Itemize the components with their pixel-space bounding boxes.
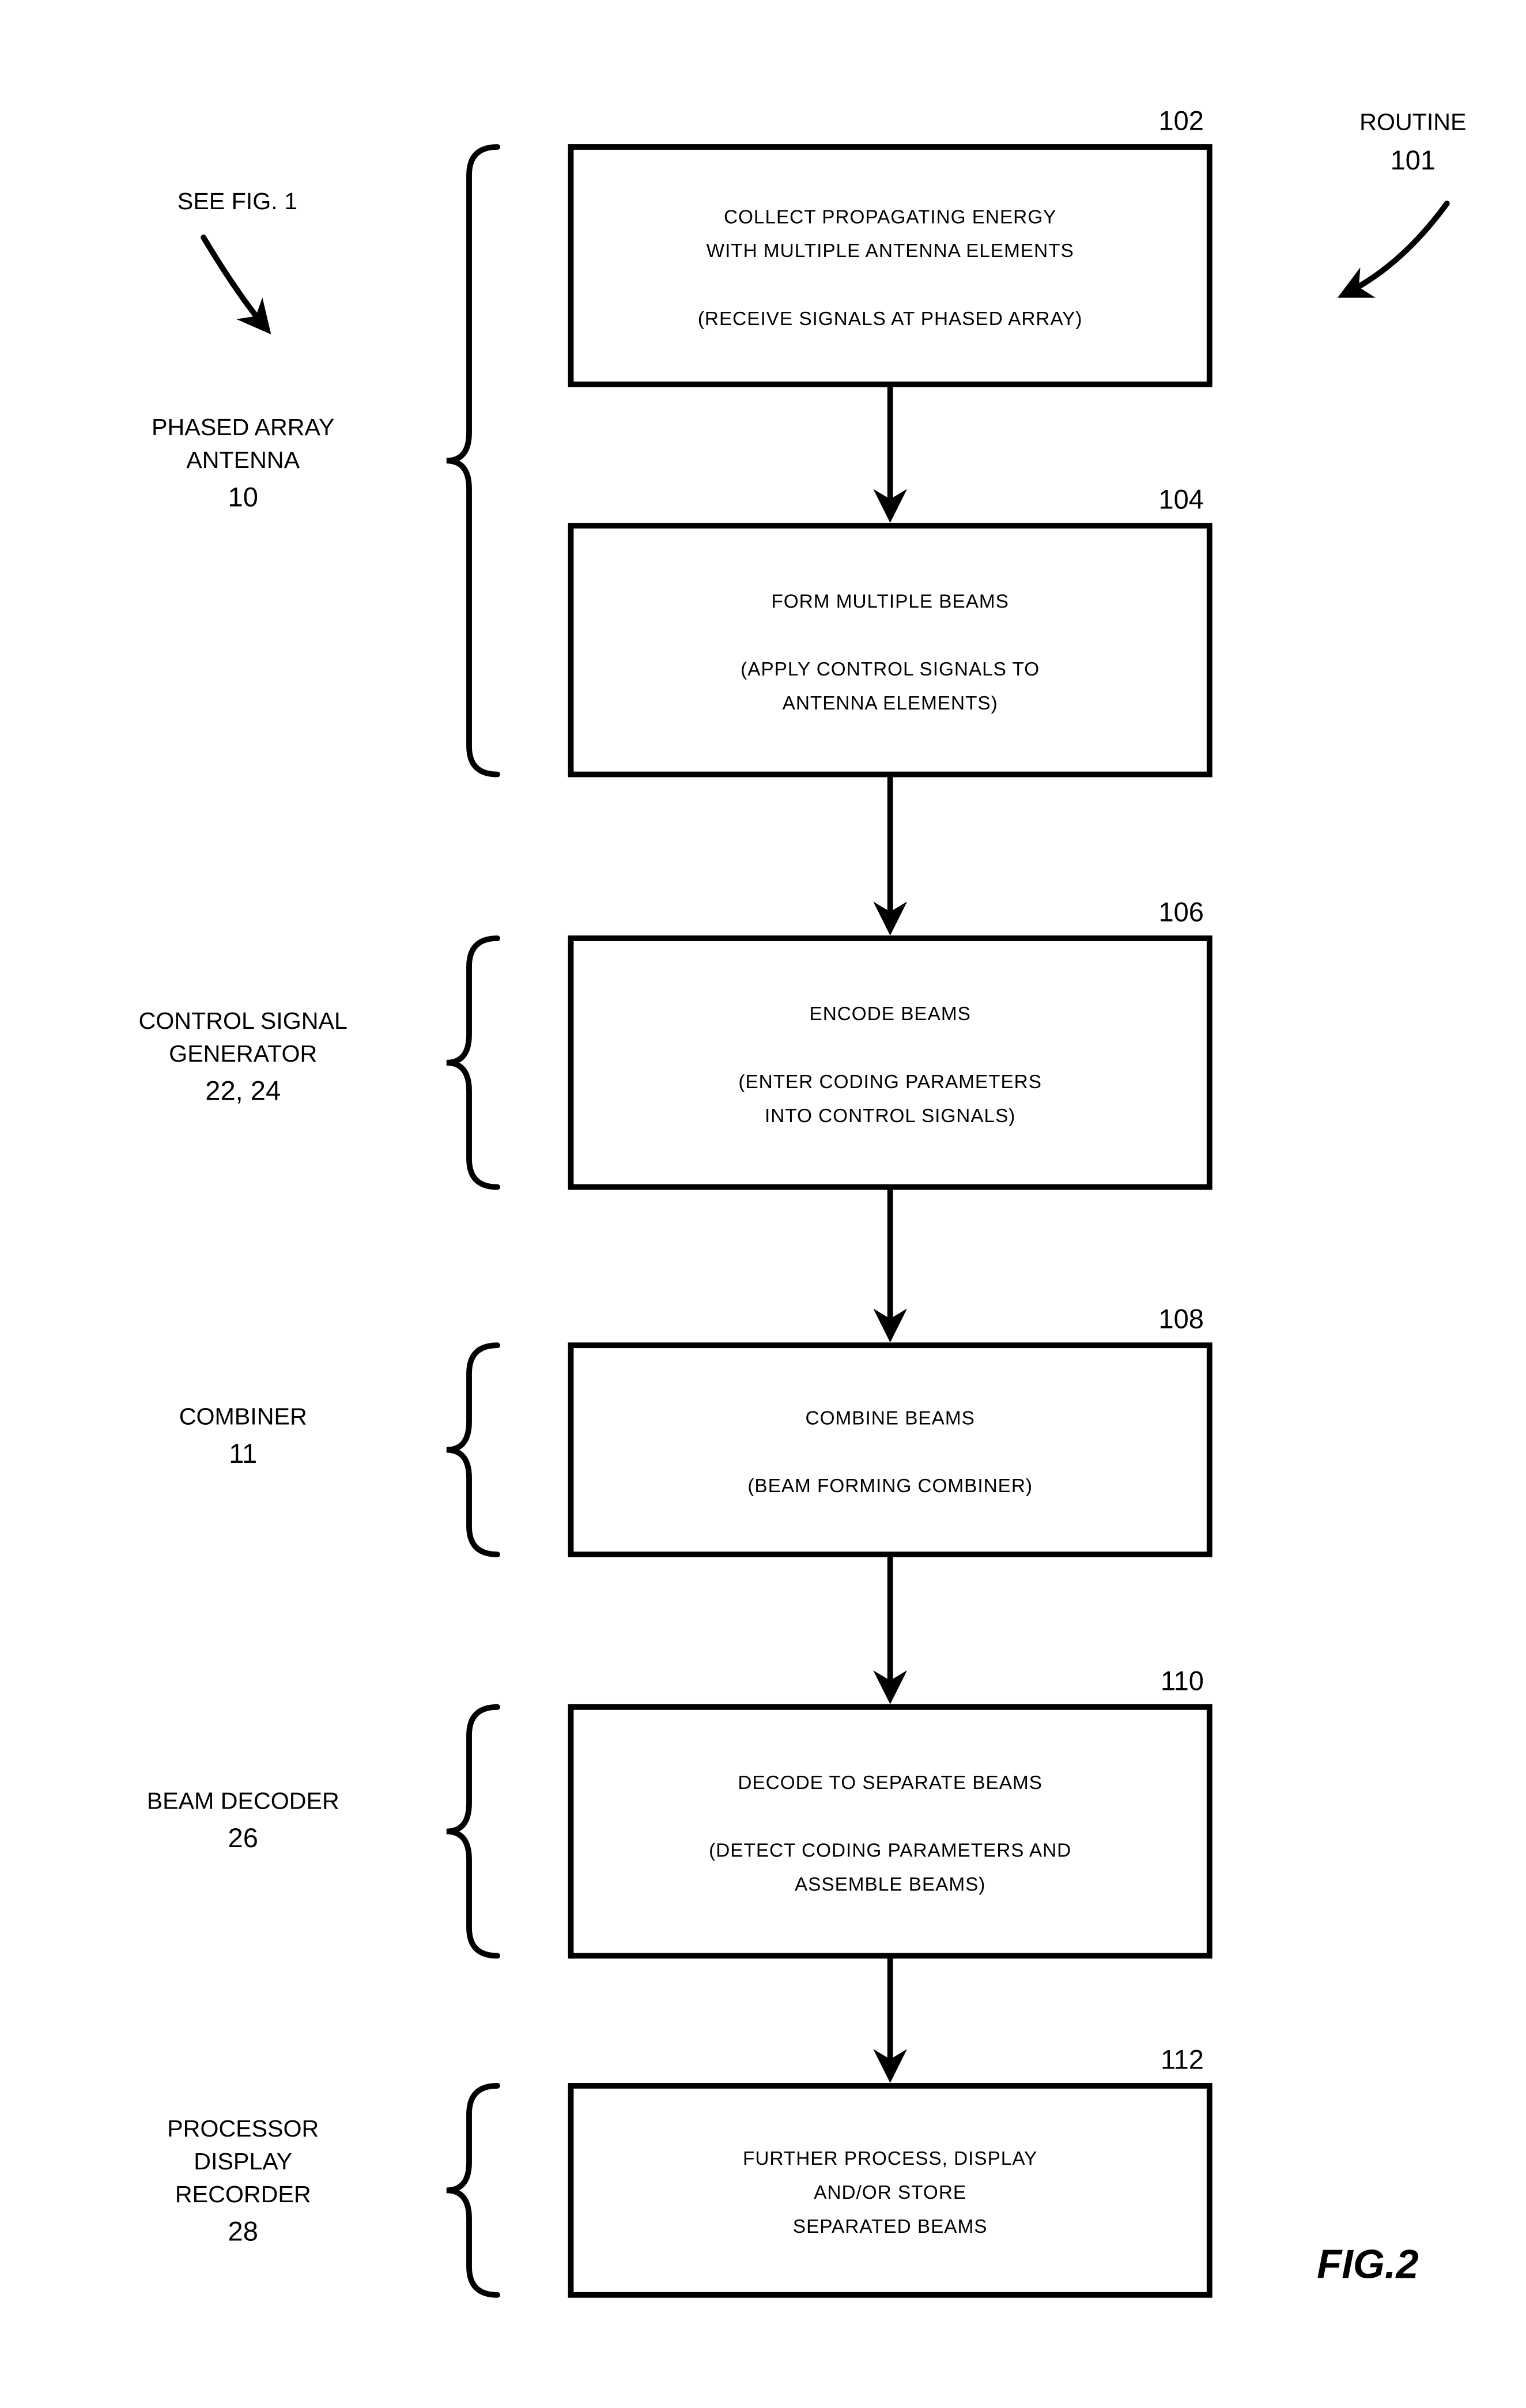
box-text-line: DECODE TO SEPARATE BEAMS bbox=[738, 1772, 1042, 1794]
figure-label: FIG.2 bbox=[1317, 2241, 1419, 2286]
box-text-line: COMBINE BEAMS bbox=[806, 1407, 975, 1429]
box-text-line: (ENTER CODING PARAMETERS bbox=[738, 1071, 1042, 1093]
box-text-line: ENCODE BEAMS bbox=[810, 1003, 971, 1025]
box-text-line: AND/OR STORE bbox=[814, 2182, 966, 2203]
box-number: 102 bbox=[1158, 105, 1204, 136]
side-label-line: PHASED ARRAY bbox=[152, 414, 334, 440]
box-number: 112 bbox=[1161, 2044, 1204, 2075]
box-number: 106 bbox=[1158, 897, 1204, 927]
background bbox=[0, 0, 1526, 2408]
box-text-line: (APPLY CONTROL SIGNALS TO bbox=[741, 659, 1040, 680]
box-text-line: (RECEIVE SIGNALS AT PHASED ARRAY) bbox=[698, 308, 1083, 330]
box-number: 110 bbox=[1161, 1665, 1204, 1696]
box-text-line: FORM MULTIPLE BEAMS bbox=[771, 591, 1008, 612]
side-label-line: PROCESSOR bbox=[167, 2115, 319, 2142]
side-number: 26 bbox=[228, 1822, 258, 1853]
box-number: 108 bbox=[1158, 1304, 1204, 1334]
box-text-line: INTO CONTROL SIGNALS) bbox=[765, 1105, 1015, 1127]
side-number: 22, 24 bbox=[205, 1075, 281, 1106]
side-label-line: ANTENNA bbox=[186, 447, 300, 473]
routine-label: ROUTINE bbox=[1359, 109, 1466, 135]
side-label-line: GENERATOR bbox=[169, 1040, 317, 1067]
side-label-line: DISPLAY bbox=[194, 2148, 292, 2175]
box-text-line: COLLECT PROPAGATING ENERGY bbox=[724, 206, 1056, 228]
side-number: 11 bbox=[229, 1438, 257, 1469]
box-text-line: FURTHER PROCESS, DISPLAY bbox=[743, 2148, 1037, 2169]
side-label-line: CONTROL SIGNAL bbox=[139, 1007, 347, 1034]
side-number: 10 bbox=[228, 482, 258, 512]
box-text-line: WITH MULTIPLE ANTENNA ELEMENTS bbox=[707, 240, 1074, 262]
routine-number: 101 bbox=[1391, 145, 1436, 175]
box-text-line: SEPARATED BEAMS bbox=[793, 2216, 988, 2237]
box-text-line: ASSEMBLE BEAMS) bbox=[795, 1874, 985, 1896]
box-text-line: ANTENNA ELEMENTS) bbox=[783, 693, 998, 714]
box-number: 104 bbox=[1158, 484, 1204, 515]
see-fig-label: SEE FIG. 1 bbox=[177, 188, 297, 214]
box-text-line: (DETECT CODING PARAMETERS AND bbox=[709, 1840, 1071, 1862]
flowchart-figure: 102 COLLECT PROPAGATING ENERGY WITH MULTIP… bbox=[0, 0, 1526, 2408]
side-label-line: COMBINER bbox=[179, 1403, 307, 1429]
side-label-line: BEAM DECODER bbox=[147, 1787, 339, 1814]
side-number: 28 bbox=[228, 2216, 258, 2247]
side-label-line: RECORDER bbox=[175, 2181, 311, 2207]
box-text-line: (BEAM FORMING COMBINER) bbox=[747, 1475, 1033, 1497]
